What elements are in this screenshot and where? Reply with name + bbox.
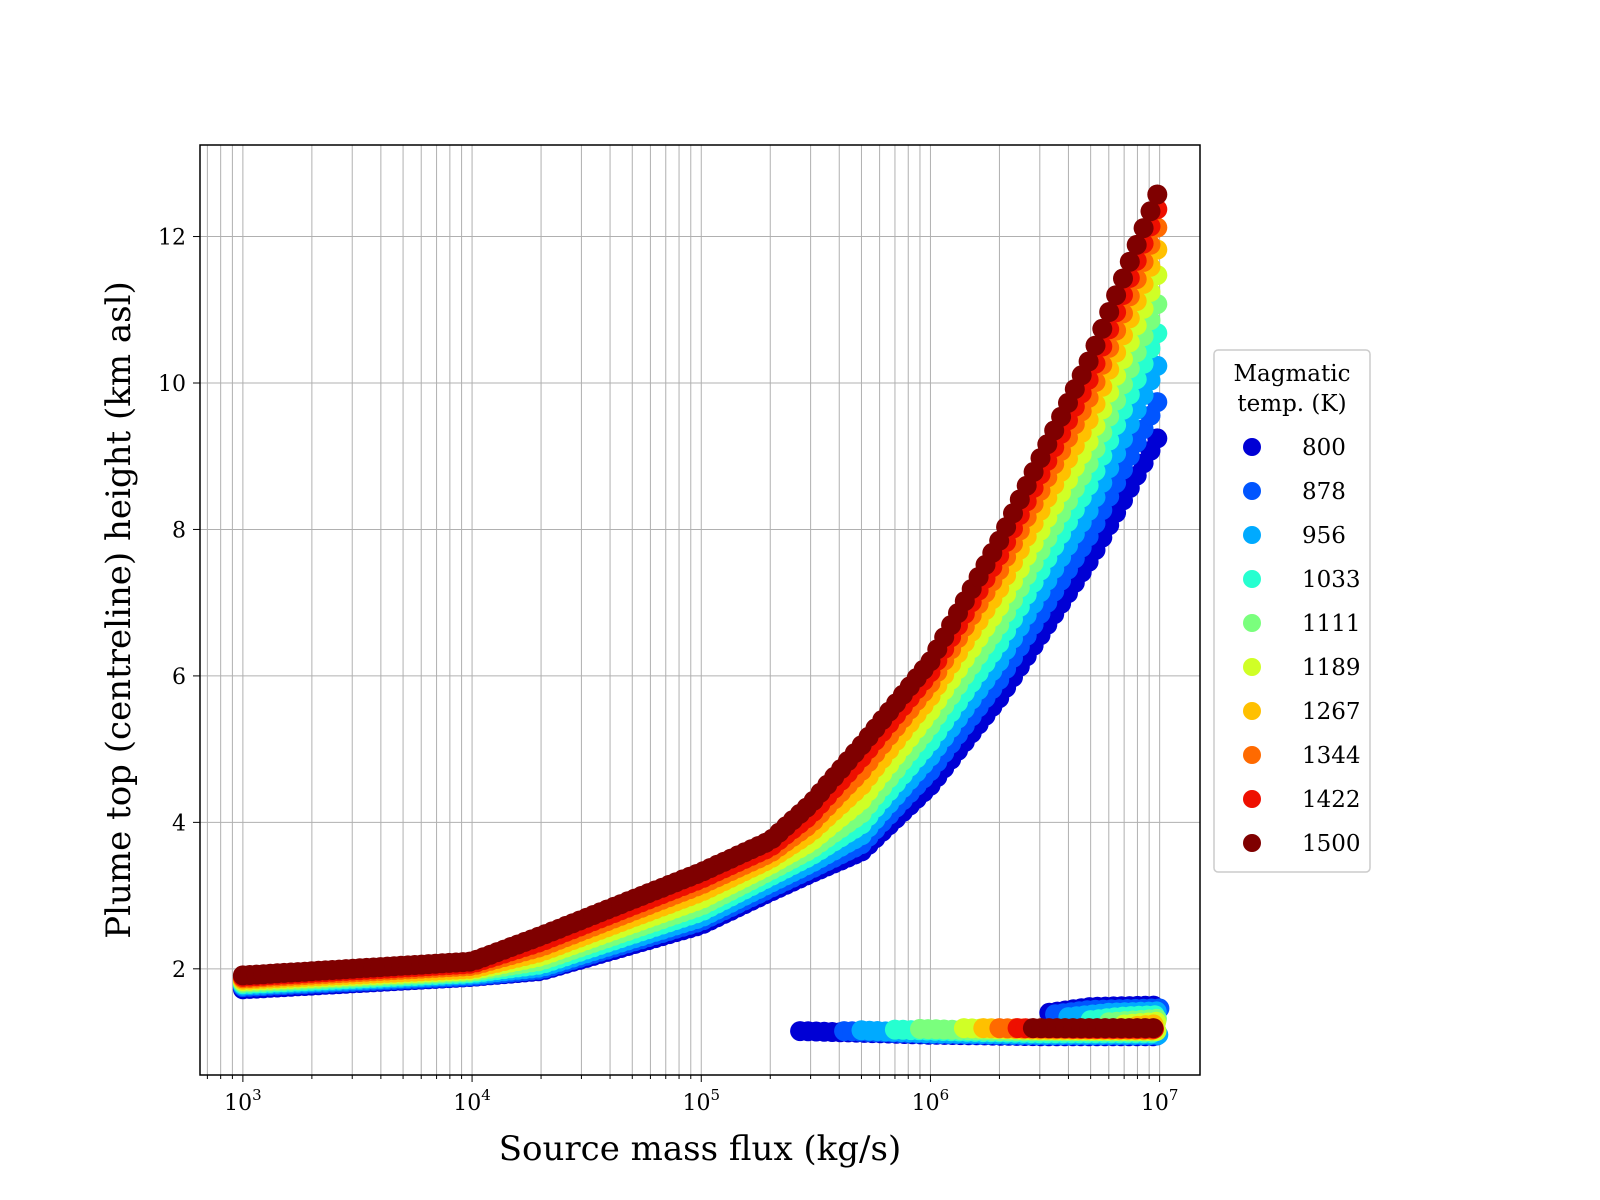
legend-marker [1243,438,1261,456]
data-point [1113,268,1133,289]
data-point [1099,302,1120,322]
legend-marker [1243,658,1261,676]
legend-label: 878 [1302,479,1346,505]
y-axis-label: Plume top (centreline) height (km asl) [99,281,139,939]
y-tick-label: 12 [158,226,186,251]
legend: Magmatic temp. (K) 800 878 956 1033 1111 1189… [1213,349,1371,873]
legend-title-line2: temp. (K) [1237,391,1346,417]
data-point [1119,251,1140,272]
data-point [1106,285,1127,306]
legend-label: 1422 [1302,787,1361,813]
legend-label: 956 [1302,523,1346,549]
plot-frame [199,144,1201,1076]
legend-entries: 800 878 956 1033 1111 1189 1267 1344 1422 1500 [1243,435,1361,857]
legend-label: 1500 [1302,831,1361,857]
data-point [1092,318,1113,339]
legend-marker [1243,526,1261,544]
data-point [1126,234,1147,255]
data-point [1085,335,1106,356]
x-axis-label: Source mass flux (kg/s) [499,1129,901,1169]
legend-label: 1344 [1302,743,1361,769]
legend-label: 1033 [1302,567,1361,593]
legend-marker [1243,702,1261,720]
legend-title-line1: Magmatic [1234,361,1351,387]
legend-label: 1267 [1302,699,1361,725]
y-axis-ticks: 2 4 6 8 10 12 [158,226,200,983]
y-tick-label: 6 [172,665,186,690]
legend-marker [1243,482,1261,500]
legend-marker [1243,614,1261,632]
legend-marker [1243,790,1261,808]
x-tick-label: 106 [912,1086,950,1116]
data-point [1078,351,1099,372]
legend-marker [1243,570,1261,588]
legend-label: 1189 [1302,655,1361,681]
y-tick-label: 8 [172,518,186,543]
legend-marker [1243,834,1261,852]
data-point [1143,1018,1164,1039]
legend-marker [1243,746,1261,764]
data-point [1140,201,1161,222]
x-tick-label: 104 [453,1086,491,1116]
x-tick-label: 105 [682,1086,720,1116]
data-points [232,184,1170,1047]
y-tick-label: 10 [158,372,186,397]
y-tick-label: 2 [172,958,186,983]
y-tick-label: 4 [172,811,186,836]
data-point [1133,218,1154,239]
legend-label: 1111 [1302,611,1361,637]
legend-label: 800 [1302,435,1346,461]
x-axis-ticks: 103 104 105 106 107 [206,1075,1179,1116]
data-point [1147,184,1168,205]
x-tick-label: 103 [224,1086,262,1116]
x-tick-label: 107 [1141,1086,1179,1116]
legend-box [1213,349,1371,873]
